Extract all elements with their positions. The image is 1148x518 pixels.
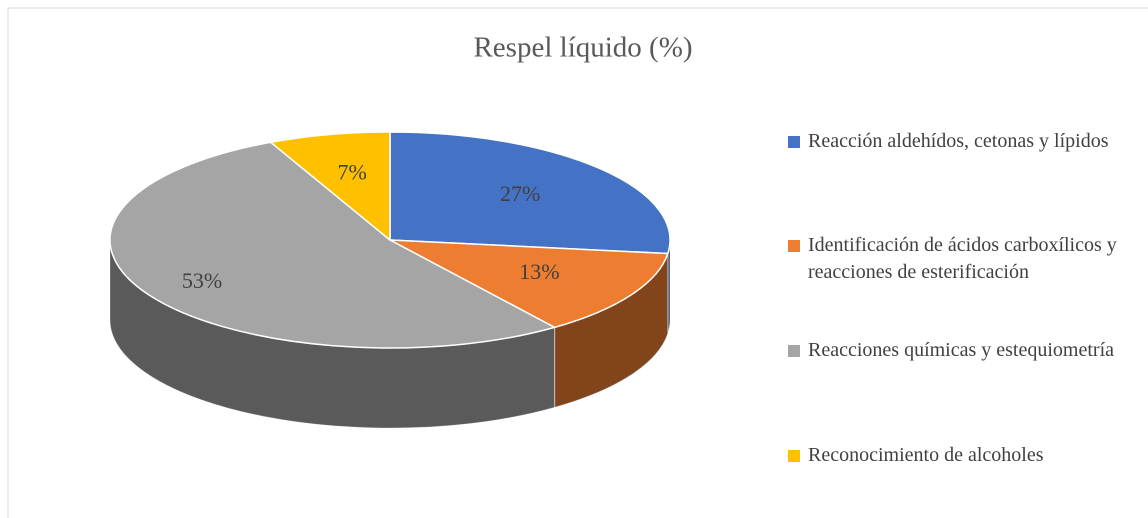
legend-item: Reacción aldehídos, cetonas y lípidos	[788, 128, 1138, 155]
legend-label: Reacción aldehídos, cetonas y lípidos	[808, 130, 1109, 152]
legend-swatch	[788, 136, 800, 148]
data-label: 7%	[337, 160, 366, 185]
slice	[389, 239, 669, 329]
chart-title: Respel líquido (%)	[473, 32, 692, 64]
slice	[269, 131, 391, 242]
legend-label: Reconocimiento de alcoholes	[808, 444, 1044, 466]
legend-label: Identificación de ácidos carboxílicos y …	[808, 234, 1117, 283]
legend-item: Identificación de ácidos carboxílicos y …	[788, 232, 1138, 286]
slice	[109, 141, 557, 349]
legend-label: Reacciones químicas y estequiometría	[808, 339, 1115, 361]
slice	[389, 131, 671, 255]
legend-swatch	[788, 450, 800, 462]
side-shade	[554, 253, 668, 408]
legend-item: Reacciones químicas y estequiometría	[788, 337, 1138, 364]
legend-swatch	[788, 240, 800, 252]
data-label: 27%	[500, 181, 540, 206]
legend-swatch	[788, 345, 800, 357]
data-label: 13%	[519, 259, 559, 284]
legend-item: Reconocimiento de alcoholes	[788, 442, 1138, 469]
side-shade	[110, 240, 555, 428]
data-label: 53%	[182, 268, 222, 293]
side-shade	[667, 240, 670, 334]
